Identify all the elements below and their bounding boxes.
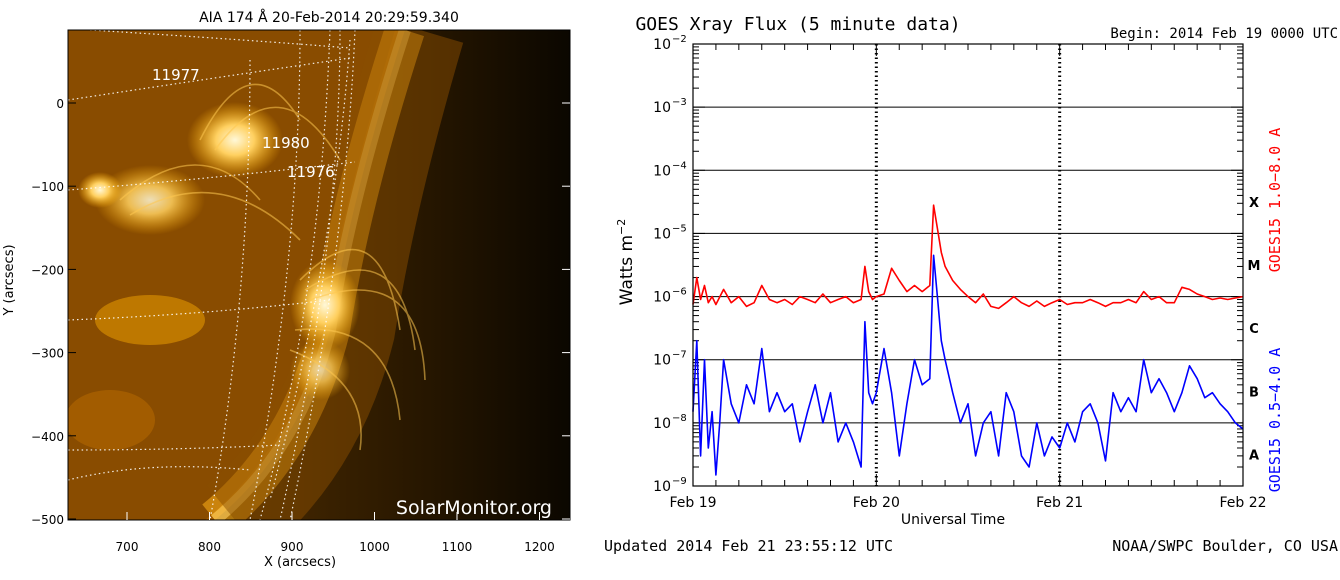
- y-tick-exponent: −9: [672, 476, 687, 487]
- plot-frame: [692, 43, 1244, 487]
- flare-class-label: A: [1249, 448, 1259, 463]
- goes-chart: GOES Xray Flux (5 minute data) Begin: 20…: [604, 14, 1338, 555]
- y-tick-label: 10: [653, 37, 671, 53]
- region-label: 11980: [262, 134, 310, 152]
- region-label: 11976: [287, 163, 335, 181]
- watermark-text: SolarMonitor.org: [396, 497, 552, 519]
- aia-y-tick-label: −500: [31, 513, 64, 527]
- y-tick-exponent: −6: [672, 287, 687, 298]
- aia-y-tick-label: −100: [31, 180, 64, 194]
- x-tick-label: Feb 22: [1219, 495, 1266, 511]
- series-line-long: [692, 204, 1244, 310]
- y-axis-title-text: Watts m: [617, 235, 637, 305]
- aia-x-tick-label: 1100: [442, 540, 473, 554]
- goes-panel: GOES Xray Flux (5 minute data) Begin: 20…: [598, 0, 1340, 576]
- aia-x-tick-label: 1000: [359, 540, 390, 554]
- x-tick-label: Feb 19: [669, 495, 716, 511]
- aia-y-tick-label: −200: [31, 263, 64, 277]
- y-tick-label: 10: [653, 416, 671, 432]
- aia-x-label: X (arcsecs): [264, 555, 336, 570]
- credit-label: NOAA/SWPC Boulder, CO USA: [1112, 537, 1338, 555]
- updated-label: Updated 2014 Feb 21 23:55:12 UTC: [604, 537, 893, 555]
- aia-x-tick-label: 700: [116, 540, 139, 554]
- aia-x-tick-label: 800: [198, 540, 221, 554]
- begin-label: Begin: 2014 Feb 19 0000 UTC: [1110, 26, 1338, 42]
- y-axis-title: Watts m−2: [615, 219, 637, 306]
- flare-class-label: C: [1249, 322, 1259, 337]
- aia-y-label: Y (arcsecs): [2, 244, 17, 316]
- aia-x-tick-label: 1200: [524, 540, 555, 554]
- y-tick-exponent: −7: [672, 350, 687, 361]
- series-line-short: [692, 254, 1244, 476]
- aia-title: AIA 174 Å 20-Feb-2014 20:29:59.340: [199, 9, 459, 26]
- flare-class-label: B: [1249, 385, 1259, 400]
- y-tick-label: 10: [653, 100, 671, 116]
- y-tick-label: 10: [653, 479, 671, 495]
- aia-y-axis: 0 −100 −200 −300 −400 −500: [31, 97, 570, 527]
- aia-y-tick-label: 0: [56, 97, 64, 111]
- y-tick-label: 10: [653, 226, 671, 242]
- aia-panel: AIA 174 Å 20-Feb-2014 20:29:59.340: [0, 0, 590, 576]
- y-tick-label: 10: [653, 290, 671, 306]
- y-tick-exponent: −8: [672, 413, 687, 424]
- flare-class-label: M: [1248, 259, 1261, 274]
- series-label-short: GOES15 0.5−4.0 A: [1266, 348, 1284, 493]
- flare-class-label: X: [1249, 196, 1259, 211]
- chart-title: GOES Xray Flux (5 minute data): [635, 14, 960, 35]
- y-axis-title-sup: −2: [615, 219, 628, 235]
- x-axis-title: Universal Time: [901, 512, 1005, 528]
- y-tick-exponent: −2: [672, 34, 687, 45]
- aia-y-tick-label: −400: [31, 430, 64, 444]
- aia-x-axis: 700 800 900 1000 1100 1200: [116, 512, 555, 554]
- x-tick-label: Feb 20: [853, 495, 900, 511]
- aia-y-tick-label: −300: [31, 347, 64, 361]
- y-tick-exponent: −3: [672, 97, 687, 108]
- y-tick-exponent: −5: [672, 223, 687, 234]
- x-tick-label: Feb 21: [1036, 495, 1083, 511]
- series-label-long: GOES15 1.0−8.0 A: [1266, 128, 1284, 273]
- y-tick-label: 10: [653, 353, 671, 369]
- y-tick-exponent: −4: [672, 160, 687, 171]
- aia-image-figure: AIA 174 Å 20-Feb-2014 20:29:59.340: [2, 9, 571, 570]
- y-tick-label: 10: [653, 163, 671, 179]
- region-label: 11977: [152, 66, 200, 84]
- aia-image: [68, 30, 570, 520]
- aia-x-tick-label: 900: [281, 540, 304, 554]
